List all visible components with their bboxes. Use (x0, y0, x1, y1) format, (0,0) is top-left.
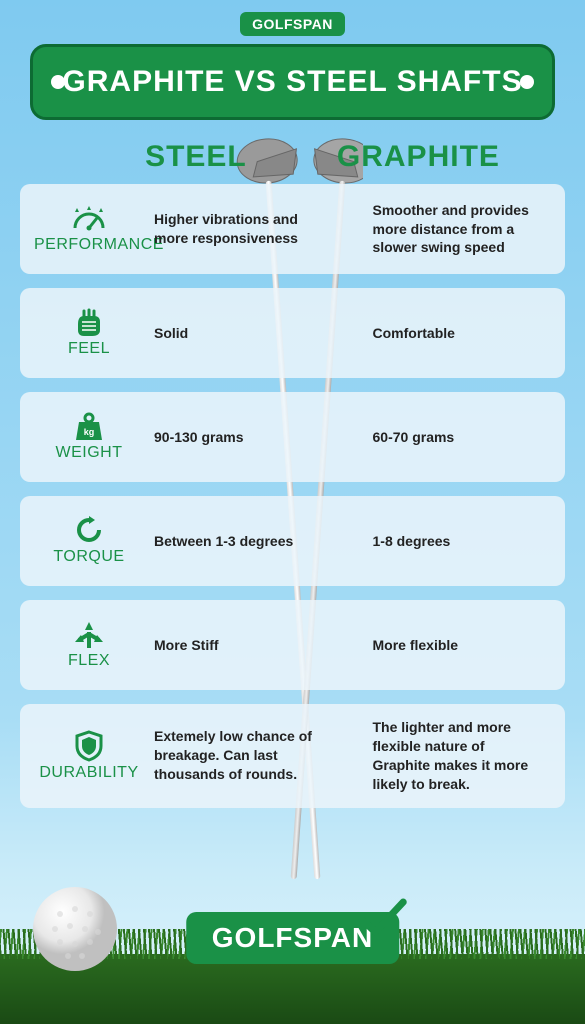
row-label: DURABILITY (34, 730, 144, 782)
golf-ball (30, 884, 120, 974)
comparison-rows: PERFORMANCE Higher vibrations and more r… (0, 184, 585, 808)
row-title: TORQUE (34, 548, 144, 566)
page-title: GRAPHITE VS STEEL SHAFTS (53, 65, 532, 99)
cell-steel: More Stiff (144, 636, 333, 655)
gauge-icon (71, 204, 107, 234)
row-label: PERFORMANCE (34, 204, 144, 254)
row-durability: DURABILITY Extemely low chance of breaka… (20, 704, 565, 808)
row-title: FLEX (34, 652, 144, 670)
comparison-content: STEEL GRAPHITE PERFORMANCE Higher vibrat… (0, 140, 585, 808)
row-title: WEIGHT (34, 444, 144, 462)
row-label: FLEX (34, 620, 144, 670)
cell-steel: Extemely low chance of breakage. Can las… (144, 727, 333, 784)
cell-graphite: The lighter and more flexible nature of … (333, 718, 552, 794)
check-icon (357, 898, 407, 938)
title-banner: GRAPHITE VS STEEL SHAFTS (30, 44, 555, 120)
cell-graphite: 60-70 grams (333, 428, 552, 447)
cell-steel: Between 1-3 degrees (144, 532, 333, 551)
brand-span: SPAN (293, 16, 333, 32)
brand-pill-large: GOLFSPAN (186, 912, 399, 964)
cell-steel: 90-130 grams (144, 428, 333, 447)
brand-golf: GOLF (212, 922, 294, 954)
top-logo: GOLFSPAN (0, 0, 585, 44)
row-label: TORQUE (34, 516, 144, 566)
hand-icon (72, 308, 106, 338)
cell-graphite: 1-8 degrees (333, 532, 552, 551)
svg-text:kg: kg (84, 427, 95, 437)
shield-icon (74, 730, 104, 762)
row-title: FEEL (34, 340, 144, 358)
col-header-graphite: GRAPHITE (337, 140, 500, 174)
cell-graphite: Comfortable (333, 324, 552, 343)
cell-steel: Solid (144, 324, 333, 343)
column-headers: STEEL GRAPHITE (100, 140, 545, 174)
row-label: FEEL (34, 308, 144, 358)
col-header-steel: STEEL (145, 140, 247, 174)
brand-golf: GOLF (252, 16, 293, 32)
row-performance: PERFORMANCE Higher vibrations and more r… (20, 184, 565, 274)
row-weight: kg WEIGHT 90-130 grams 60-70 grams (20, 392, 565, 482)
bottom-logo: GOLFSPAN (186, 912, 399, 964)
row-flex: FLEX More Stiff More flexible (20, 600, 565, 690)
row-label: kg WEIGHT (34, 412, 144, 462)
cell-graphite: More flexible (333, 636, 552, 655)
cell-graphite: Smoother and provides more distance from… (333, 201, 552, 258)
row-title: PERFORMANCE (34, 236, 144, 254)
row-feel: FEEL Solid Comfortable (20, 288, 565, 378)
cell-steel: Higher vibrations and more responsivenes… (144, 210, 333, 248)
flex-icon (73, 620, 105, 650)
torque-icon (73, 516, 105, 546)
brand-pill: GOLFSPAN (240, 12, 345, 36)
weight-icon: kg (73, 412, 105, 442)
row-title: DURABILITY (34, 764, 144, 782)
row-torque: TORQUE Between 1-3 degrees 1-8 degrees (20, 496, 565, 586)
